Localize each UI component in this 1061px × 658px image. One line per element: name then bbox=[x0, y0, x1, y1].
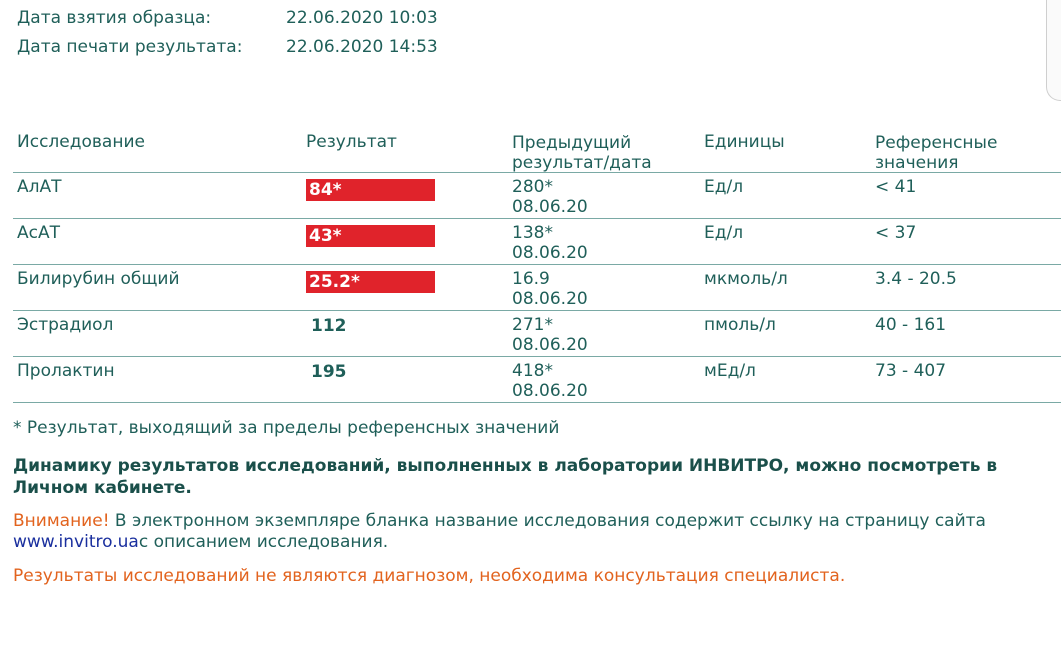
previous-result: 271* 08.06.20 bbox=[512, 315, 588, 355]
study-link-estradiol[interactable]: Эстрадиол bbox=[17, 315, 114, 335]
study-link-bilirubin[interactable]: Билирубин общий bbox=[17, 269, 180, 289]
table-row: Пролактин 195 418* 08.06.20 мЕд/л 73 - 4… bbox=[13, 357, 1061, 403]
study-link-prolactin[interactable]: Пролактин bbox=[17, 361, 115, 381]
disclaimer: Результаты исследований не являются диаг… bbox=[13, 566, 846, 586]
previous-value: 16.9 bbox=[512, 269, 550, 289]
units: Ед/л bbox=[704, 177, 744, 197]
results-table: Исследование Результат Предыдущий резуль… bbox=[13, 128, 1061, 403]
previous-value: 418* bbox=[512, 361, 553, 381]
sample-info: Дата взятия образца: 22.06.2020 10:03 Да… bbox=[17, 7, 517, 57]
warning-note: Внимание! В электронном экземпляре бланк… bbox=[13, 511, 1023, 553]
table-row: Билирубин общий 25.2* 16.9 08.06.20 мкмо… bbox=[13, 265, 1061, 311]
previous-value: 271* bbox=[512, 315, 553, 335]
warning-label: Внимание! bbox=[13, 511, 110, 531]
result-flagged: 43* bbox=[306, 225, 435, 247]
previous-result: 280* 08.06.20 bbox=[512, 177, 588, 217]
result-value: 112 bbox=[311, 316, 347, 336]
header-study: Исследование bbox=[17, 132, 145, 152]
previous-date: 08.06.20 bbox=[512, 289, 588, 309]
header-reference-line1: Референсные bbox=[875, 133, 998, 153]
reference-range: 73 - 407 bbox=[875, 361, 947, 381]
warning-text-after: c описанием исследования. bbox=[138, 532, 389, 552]
previous-date: 08.06.20 bbox=[512, 335, 588, 355]
reference-range: < 37 bbox=[875, 223, 917, 243]
study-link-alat[interactable]: АлАТ bbox=[17, 177, 62, 197]
warning-text: В электронном экземпляре бланка название… bbox=[109, 511, 986, 531]
units: мкмоль/л bbox=[704, 269, 788, 289]
previous-result: 138* 08.06.20 bbox=[512, 223, 588, 263]
table-row: АлАТ 84* 280* 08.06.20 Ед/л < 41 bbox=[13, 173, 1061, 219]
units: Ед/л bbox=[704, 223, 744, 243]
previous-date: 08.06.20 bbox=[512, 197, 588, 217]
invitro-link[interactable]: www.invitro.ua bbox=[13, 532, 139, 552]
result-flagged: 84* bbox=[306, 179, 435, 201]
scrollbar-corner bbox=[1046, 0, 1061, 101]
header-reference: Референсные значения bbox=[875, 133, 997, 173]
study-link-asat[interactable]: АсАТ bbox=[17, 223, 60, 243]
units: мЕд/л bbox=[704, 361, 756, 381]
previous-date: 08.06.20 bbox=[512, 381, 588, 401]
table-row: Эстрадиол 112 271* 08.06.20 пмоль/л 40 -… bbox=[13, 311, 1061, 357]
header-result: Результат bbox=[306, 132, 397, 152]
previous-result: 16.9 08.06.20 bbox=[512, 269, 588, 309]
result-value: 195 bbox=[311, 362, 347, 382]
reference-range: 40 - 161 bbox=[875, 315, 947, 335]
result-flagged: 25.2* bbox=[306, 271, 435, 293]
header-previous: Предыдущий результат/дата bbox=[512, 133, 652, 173]
previous-value: 138* bbox=[512, 223, 553, 243]
header-reference-line2: значения bbox=[875, 153, 959, 173]
units: пмоль/л bbox=[704, 315, 776, 335]
table-header: Исследование Результат Предыдущий резуль… bbox=[13, 128, 1061, 173]
previous-date: 08.06.20 bbox=[512, 243, 588, 263]
sample-date-label: Дата взятия образца: bbox=[17, 8, 212, 28]
header-previous-line2: результат/дата bbox=[512, 153, 652, 173]
reference-range: 3.4 - 20.5 bbox=[875, 269, 957, 289]
previous-result: 418* 08.06.20 bbox=[512, 361, 588, 401]
reference-range: < 41 bbox=[875, 177, 917, 197]
footnote: * Результат, выходящий за пределы рефере… bbox=[13, 418, 560, 438]
previous-value: 280* bbox=[512, 177, 553, 197]
table-row: АсАТ 43* 138* 08.06.20 Ед/л < 37 bbox=[13, 219, 1061, 265]
header-units: Единицы bbox=[704, 132, 785, 152]
print-date-label: Дата печати результата: bbox=[17, 37, 243, 57]
dynamics-note: Динамику результатов исследований, выпол… bbox=[13, 456, 998, 498]
sample-date-value: 22.06.2020 10:03 bbox=[286, 8, 438, 28]
header-previous-line1: Предыдущий bbox=[512, 133, 632, 153]
print-date-value: 22.06.2020 14:53 bbox=[286, 37, 438, 57]
